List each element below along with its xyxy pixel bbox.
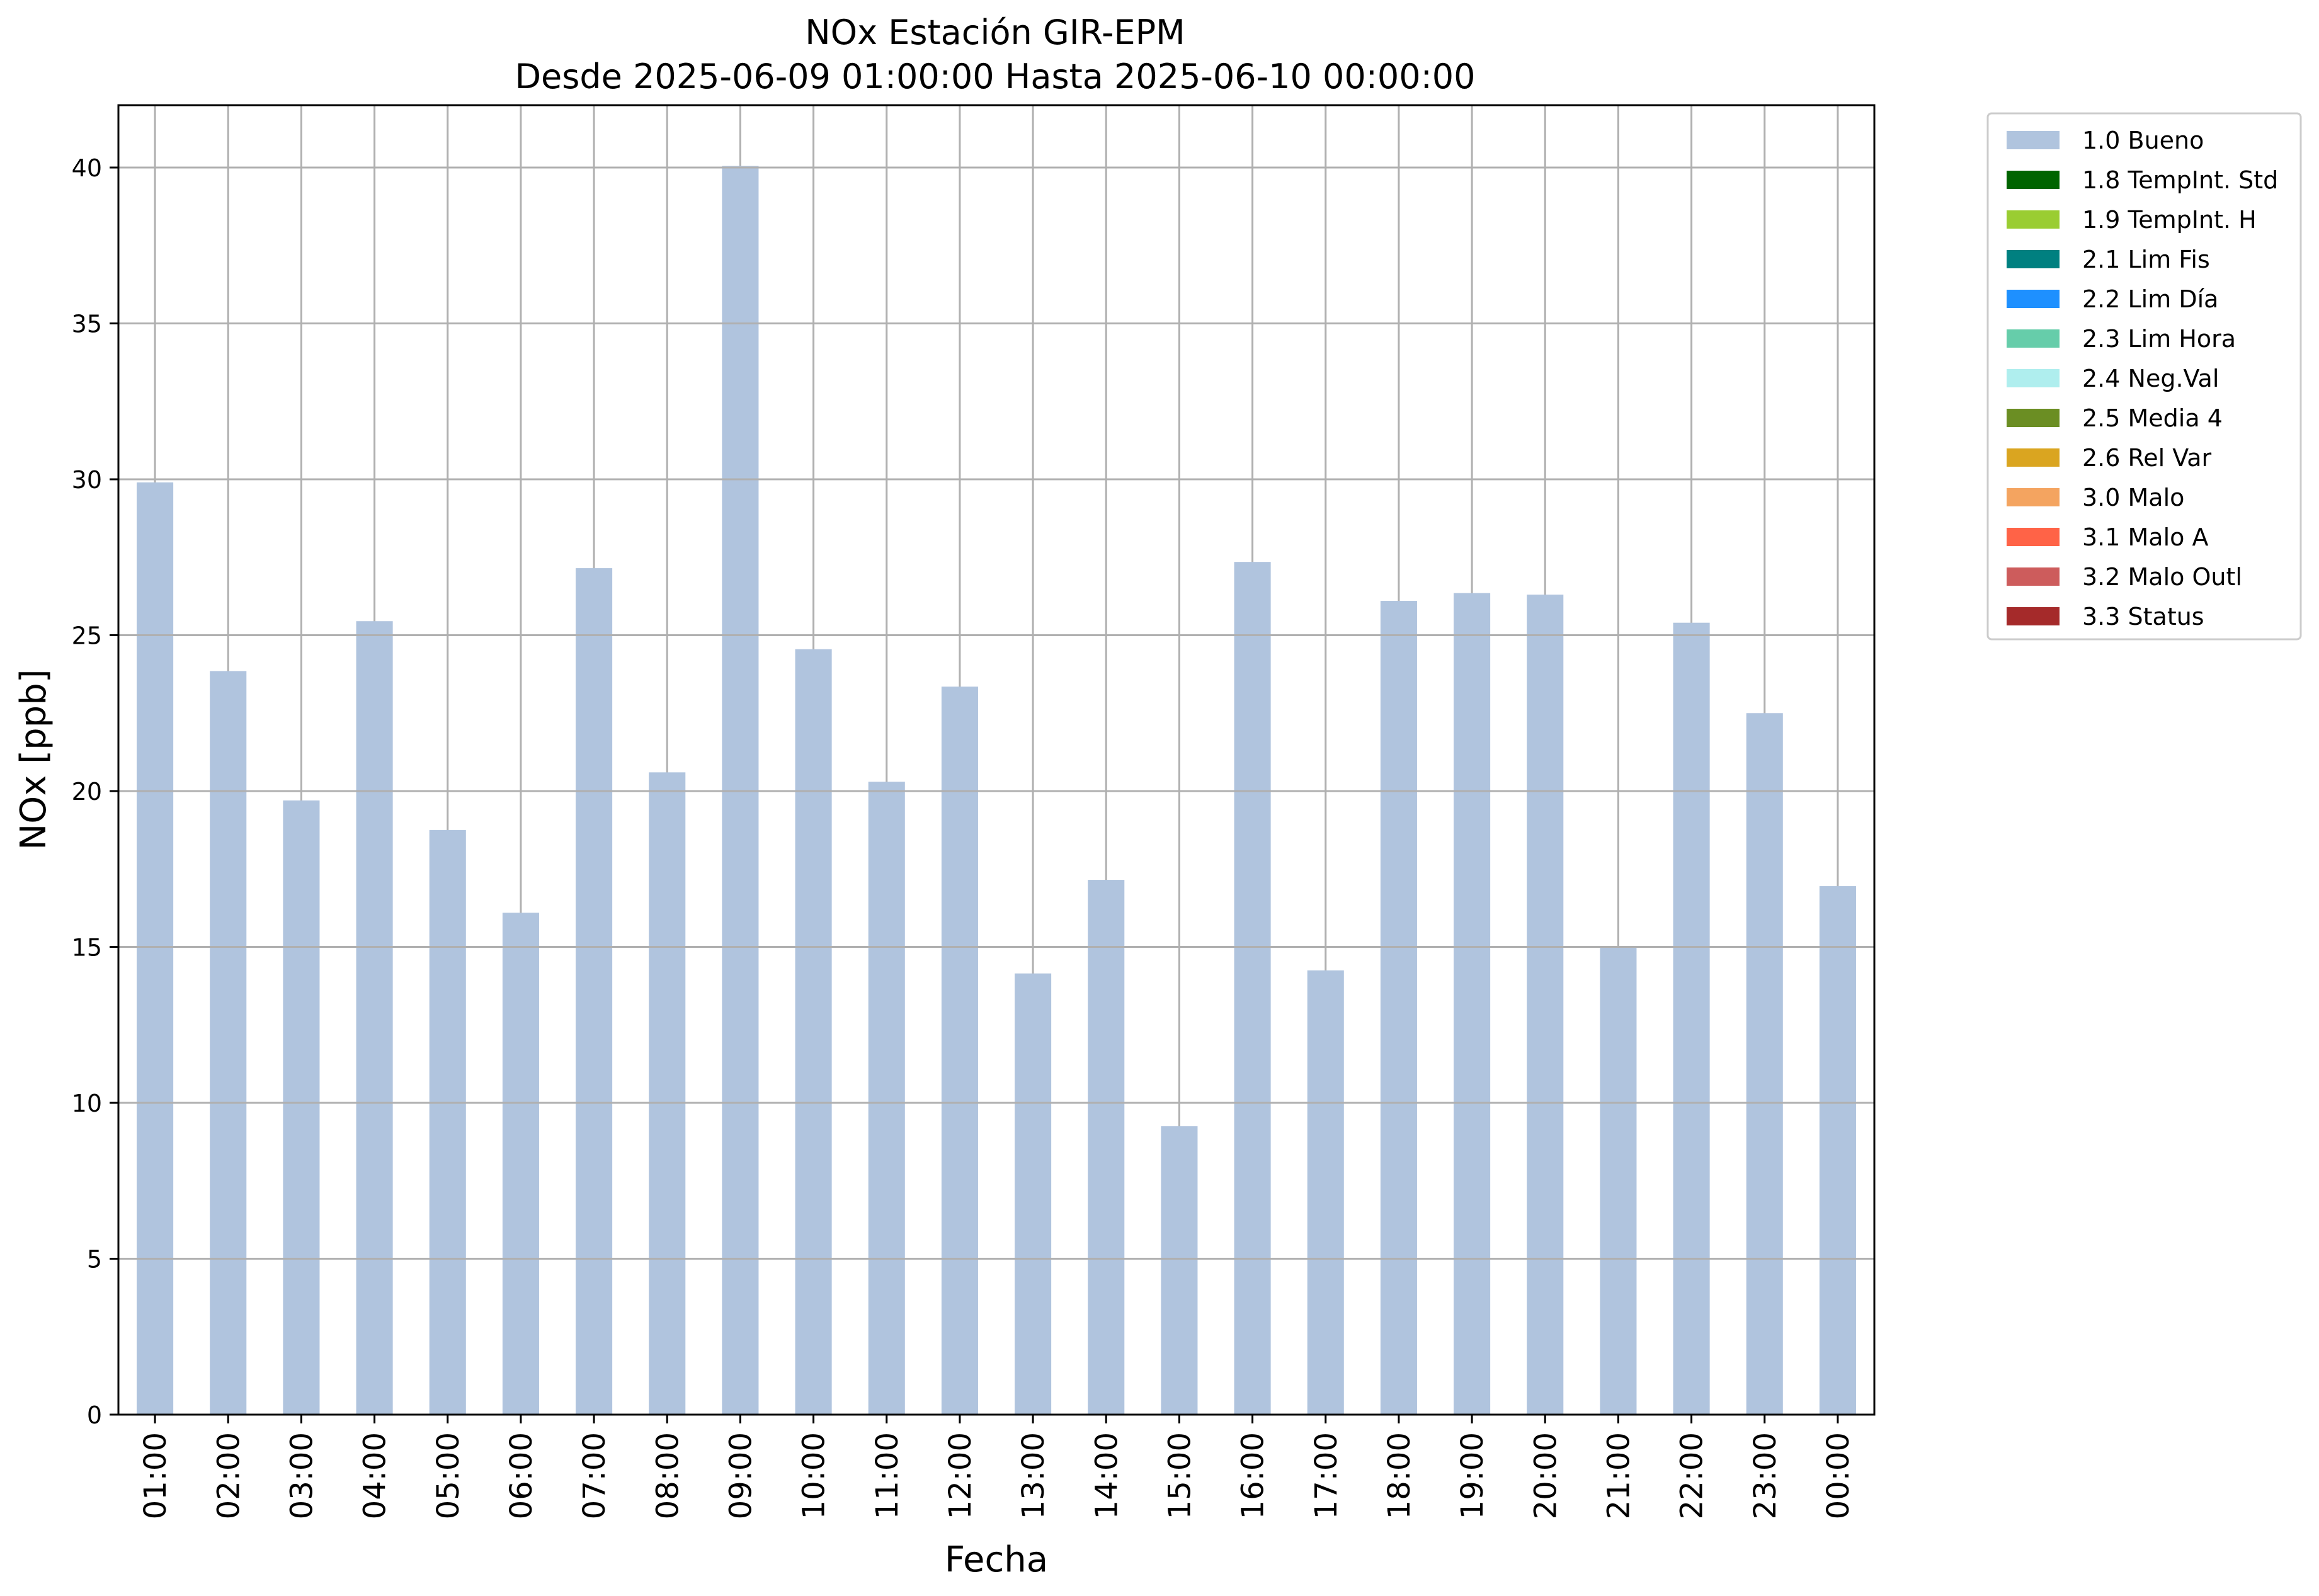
bar-07:00 bbox=[576, 568, 613, 1415]
x-tick-label: 19:00 bbox=[1455, 1432, 1490, 1519]
x-tick-label: 11:00 bbox=[870, 1432, 905, 1519]
x-tick-label: 03:00 bbox=[284, 1432, 319, 1519]
y-axis-label: NOx [ppb] bbox=[13, 669, 54, 850]
bar-00:00 bbox=[1819, 886, 1856, 1415]
y-tick-label: 40 bbox=[72, 154, 102, 182]
bar-18:00 bbox=[1380, 601, 1417, 1415]
x-axis-ticks: 01:00 02:00 03:00 04:00 05:00 06:00 07:00 08:00… bbox=[138, 1415, 1856, 1519]
grid-lines bbox=[154, 105, 1839, 1415]
legend-label: 3.2 Malo Outl bbox=[2082, 563, 2242, 591]
legend-label: 2.1 Lim Fis bbox=[2082, 246, 2210, 273]
legend-label: 3.0 Malo bbox=[2082, 484, 2184, 511]
x-tick-label: 04:00 bbox=[358, 1432, 393, 1519]
x-tick-label: 16:00 bbox=[1236, 1432, 1271, 1519]
x-tick-label: 09:00 bbox=[723, 1432, 758, 1519]
legend-label: 2.5 Media 4 bbox=[2082, 404, 2223, 432]
y-tick-label: 30 bbox=[72, 466, 102, 494]
bar-05:00 bbox=[429, 829, 466, 1415]
x-tick-label: 22:00 bbox=[1675, 1432, 1710, 1519]
legend-swatch bbox=[2007, 250, 2060, 268]
y-axis-ticks: 0 5 10 15 20 25 30 35 40 bbox=[72, 154, 118, 1429]
x-tick-label: 21:00 bbox=[1601, 1432, 1636, 1519]
x-tick-label: 12:00 bbox=[943, 1432, 978, 1519]
x-axis-label: Fecha bbox=[945, 1539, 1048, 1580]
x-tick-label: 02:00 bbox=[211, 1432, 246, 1519]
plot-area-frame bbox=[117, 104, 1876, 1416]
legend-swatch bbox=[2007, 329, 2060, 348]
legend-label: 2.6 Rel Var bbox=[2082, 444, 2212, 472]
bar-20:00 bbox=[1527, 595, 1564, 1415]
bar-08:00 bbox=[649, 772, 686, 1415]
bar-06:00 bbox=[502, 913, 539, 1415]
x-tick-label: 06:00 bbox=[504, 1432, 539, 1519]
bar-11:00 bbox=[868, 782, 905, 1415]
legend-label: 3.3 Status bbox=[2082, 603, 2204, 630]
bar-04:00 bbox=[356, 621, 393, 1415]
x-tick-label: 18:00 bbox=[1382, 1432, 1417, 1519]
y-tick-label: 10 bbox=[72, 1090, 102, 1117]
legend-label: 2.3 Lim Hora bbox=[2082, 325, 2236, 353]
x-tick-label: 20:00 bbox=[1528, 1432, 1563, 1519]
bar-21:00 bbox=[1600, 947, 1637, 1415]
y-tick-label: 35 bbox=[72, 311, 102, 338]
legend-label: 1.0 Bueno bbox=[2082, 127, 2204, 154]
legend-swatch bbox=[2007, 409, 2060, 427]
x-tick-label: 17:00 bbox=[1309, 1432, 1344, 1519]
bar-10:00 bbox=[795, 649, 832, 1415]
x-tick-label: 07:00 bbox=[577, 1432, 612, 1519]
x-tick-label: 13:00 bbox=[1016, 1432, 1051, 1519]
bar-22:00 bbox=[1673, 622, 1710, 1415]
x-tick-label: 01:00 bbox=[138, 1432, 173, 1519]
bar-19:00 bbox=[1454, 593, 1491, 1415]
legend-swatch bbox=[2007, 290, 2060, 308]
legend-swatch bbox=[2007, 369, 2060, 387]
legend-swatch bbox=[2007, 488, 2060, 506]
legend-label: 1.9 TempInt. H bbox=[2082, 206, 2257, 234]
legend: 1.0 Bueno 1.8 TempInt. Std 1.9 TempInt. H 2… bbox=[1986, 112, 2302, 641]
bar-16:00 bbox=[1234, 562, 1271, 1415]
x-tick-label: 00:00 bbox=[1821, 1432, 1856, 1519]
legend-label: 2.2 Lim Día bbox=[2082, 285, 2218, 313]
x-tick-label: 14:00 bbox=[1089, 1432, 1124, 1519]
x-tick-label: 10:00 bbox=[797, 1432, 832, 1519]
x-tick-label: 15:00 bbox=[1162, 1432, 1197, 1519]
chart-subtitle: Desde 2025-06-09 01:00:00 Hasta 2025-06-… bbox=[515, 57, 1475, 96]
bar-03:00 bbox=[283, 800, 320, 1415]
legend-swatch bbox=[2007, 210, 2060, 229]
bar-23:00 bbox=[1746, 713, 1783, 1415]
x-tick-label: 08:00 bbox=[650, 1432, 685, 1519]
bar-02:00 bbox=[210, 671, 247, 1415]
legend-swatch bbox=[2007, 448, 2060, 467]
y-tick-label: 20 bbox=[72, 778, 102, 806]
y-tick-label: 25 bbox=[72, 622, 102, 650]
bar-14:00 bbox=[1088, 880, 1125, 1415]
bar-13:00 bbox=[1015, 973, 1052, 1415]
y-tick-label: 0 bbox=[87, 1401, 102, 1429]
legend-swatch bbox=[2007, 131, 2060, 149]
bar-15:00 bbox=[1161, 1126, 1198, 1415]
y-tick-label: 5 bbox=[87, 1246, 102, 1274]
legend-label: 2.4 Neg.Val bbox=[2082, 365, 2219, 392]
legend-label: 1.8 TempInt. Std bbox=[2082, 166, 2278, 194]
legend-frame bbox=[1986, 112, 2302, 641]
legend-swatch bbox=[2007, 607, 2060, 625]
legend-swatch bbox=[2007, 171, 2060, 189]
bar-01:00 bbox=[137, 482, 174, 1415]
legend-swatch bbox=[2007, 567, 2060, 586]
bar-12:00 bbox=[941, 687, 978, 1415]
x-tick-label: 05:00 bbox=[431, 1432, 466, 1519]
legend-label: 3.1 Malo A bbox=[2082, 523, 2208, 551]
legend-swatch bbox=[2007, 528, 2060, 546]
x-tick-label: 23:00 bbox=[1748, 1432, 1783, 1519]
chart-title: NOx Estación GIR-EPM bbox=[805, 13, 1185, 52]
y-tick-label: 15 bbox=[72, 934, 102, 962]
bar-17:00 bbox=[1307, 970, 1344, 1415]
